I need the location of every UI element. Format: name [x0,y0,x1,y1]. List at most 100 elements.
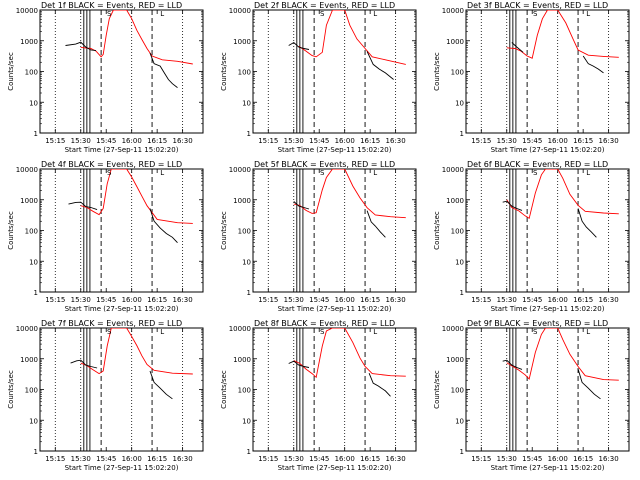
y-axis-label: Counts/sec [433,211,441,250]
x-tick-label: 15:45 [96,296,116,304]
plot-area [267,169,406,292]
events-series-line [511,42,524,53]
panel-title: Det 5f BLACK = Events, RED = LLD [254,160,395,169]
marker-s: S [533,169,538,177]
y-tick-label: 1000 [446,356,464,364]
x-tick-label: 15:30 [497,137,517,145]
events-series-line [502,200,523,211]
y-tick-label: 10000 [442,166,464,174]
marker-l: L [373,328,377,336]
plot-frame [252,327,417,452]
detector-panel: Det 7f BLACK = Events, RED = LLD 1 10 100 10… [7,319,204,472]
x-axis-label: Start Time (27-Sep-11 15:02:20) [491,464,605,472]
x-tick-label: 15:15 [258,455,278,463]
plot-frame [39,168,204,293]
x-tick-label: 16:15 [573,296,593,304]
y-tick-label: 10 [455,99,464,107]
x-tick-label: 16:15 [360,455,380,463]
events-series-line [366,51,394,80]
x-tick-label: 16:00 [548,455,568,463]
x-tick-label: 16:00 [122,296,142,304]
marker-s: S [320,169,325,177]
x-axis-label: Start Time (27-Sep-11 15:02:20) [65,146,179,154]
plot-area [54,328,193,451]
y-axis-label: Counts/sec [433,370,441,409]
x-tick-label: 16:00 [122,455,142,463]
y-tick-label: 1000 [233,197,251,205]
marker-s: S [107,328,112,336]
y-tick-label: 1 [247,289,251,297]
x-tick-label: 16:00 [548,296,568,304]
lld-series-line [80,328,193,375]
y-tick-label: 10000 [16,7,38,15]
x-tick-label: 15:15 [45,296,65,304]
plot-area [480,328,619,451]
panel-title: Det 6f BLACK = Events, RED = LLD [467,160,608,169]
marker-l: L [586,10,590,18]
x-tick-label: 16:30 [386,455,406,463]
marker-s: S [320,10,325,18]
x-tick-label: 16:30 [599,137,619,145]
x-tick-label: 16:30 [173,455,193,463]
plot-frame [465,168,630,293]
panel-title: Det 1f BLACK = Events, RED = LLD [41,1,182,10]
x-tick-label: 16:15 [573,455,593,463]
y-tick-label: 1000 [20,197,38,205]
y-tick-label: 10 [242,258,251,266]
y-tick-label: 1000 [446,197,464,205]
y-tick-label: 1 [460,448,464,456]
panel-title: Det 4f BLACK = Events, RED = LLD [41,160,182,169]
plot-frame [252,9,417,134]
detector-panel: Det 6f BLACK = Events, RED = LLD 1 10 100 10… [433,160,630,313]
events-series-line [577,208,597,238]
x-tick-label: 16:30 [173,296,193,304]
y-tick-label: 10 [29,417,38,425]
marker-s: S [533,328,538,336]
plot-area [54,10,193,133]
marker-l: L [160,328,164,336]
x-axis-label: Start Time (27-Sep-11 15:02:20) [491,305,605,313]
y-tick-label: 100 [25,69,38,77]
y-tick-label: 100 [25,387,38,395]
x-axis-label: Start Time (27-Sep-11 15:02:20) [278,464,392,472]
events-series-line [502,359,523,370]
plot-frame [465,9,630,134]
x-tick-label: 15:45 [309,137,329,145]
y-tick-label: 10000 [16,166,38,174]
y-tick-label: 1 [247,130,251,138]
x-tick-label: 16:30 [599,296,619,304]
y-axis-label: Counts/sec [7,52,15,91]
x-tick-label: 15:15 [45,137,65,145]
marker-l: L [586,328,590,336]
detector-panel: Det 4f BLACK = Events, RED = LLD 1 10 100 10… [7,160,204,313]
y-tick-label: 10000 [16,325,38,333]
events-series-line [582,55,604,74]
plot-area [480,169,619,292]
x-tick-label: 15:30 [71,455,91,463]
y-tick-label: 10 [242,417,251,425]
y-tick-label: 100 [451,228,464,236]
plot-area [54,169,193,292]
detector-panel: Det 1f BLACK = Events, RED = LLD 1 10 100 10… [7,1,204,154]
y-tick-label: 10 [455,258,464,266]
y-tick-label: 10000 [229,325,251,333]
lld-series-line [506,328,619,381]
lld-series-line [298,10,406,65]
x-tick-label: 16:15 [360,296,380,304]
x-axis-label: Start Time (27-Sep-11 15:02:20) [65,305,179,313]
x-axis-label: Start Time (27-Sep-11 15:02:20) [491,146,605,154]
x-tick-label: 15:15 [471,296,491,304]
marker-s: S [320,328,325,336]
y-tick-label: 100 [238,69,251,77]
y-tick-label: 100 [451,69,464,77]
y-tick-label: 100 [238,387,251,395]
y-tick-label: 1000 [233,38,251,46]
x-tick-label: 15:15 [471,455,491,463]
plot-frame [39,327,204,452]
y-tick-label: 100 [451,387,464,395]
events-series-line [288,360,310,368]
y-tick-label: 10000 [442,7,464,15]
events-series-line [149,208,178,244]
y-tick-label: 10 [29,99,38,107]
